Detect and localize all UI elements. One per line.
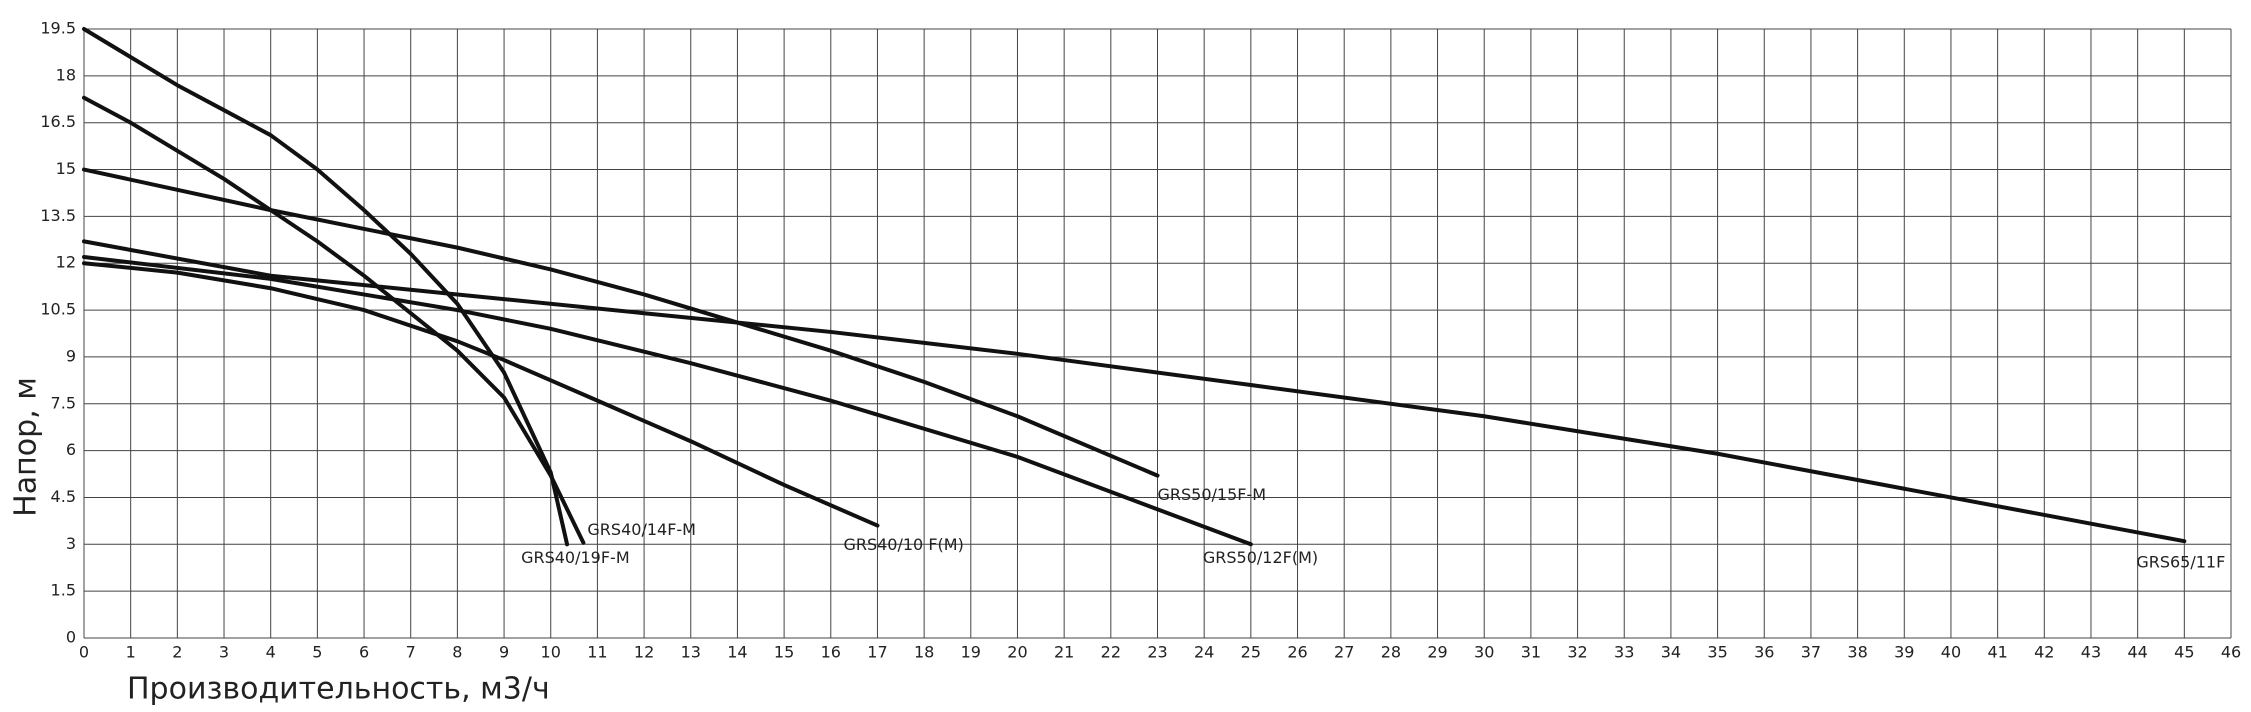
pump-curve [82,27,570,547]
y-tick-label: 3 [66,534,76,553]
x-tick-label: 4 [266,643,276,662]
y-tick-label: 12 [56,253,76,272]
x-tick-label: 22 [1101,643,1121,662]
x-tick-label: 13 [681,643,701,662]
x-tick-label: 1 [126,643,136,662]
x-tick-label: 21 [1054,643,1074,662]
x-tick-label: 9 [499,643,509,662]
x-tick-label: 41 [1987,643,2007,662]
pump-curve [82,167,1160,478]
x-tick-label: 29 [1427,643,1447,662]
x-tick-label: 20 [1007,643,1027,662]
x-tick-label: 43 [2081,643,2101,662]
y-tick-label: 1.5 [51,581,76,600]
y-tick-label: 10.5 [40,300,76,319]
y-tick-label: 0 [66,628,76,647]
curve-label: GRS50/12F(M) [1203,548,1318,567]
x-tick-label: 12 [634,643,654,662]
y-tick-label: 18 [56,65,76,84]
x-tick-label: 32 [1567,643,1587,662]
pump-curve [82,254,1253,547]
x-tick-label: 40 [1941,643,1961,662]
y-tick-label: 15 [56,159,76,178]
x-tick-label: 44 [2127,643,2147,662]
x-tick-label: 10 [541,643,561,662]
pump-curve [82,261,880,528]
y-tick-label: 4.5 [51,487,76,506]
y-tick-label: 19.5 [40,19,76,38]
x-tick-label: 16 [821,643,841,662]
x-tick-label: 23 [1147,643,1167,662]
x-tick-label: 2 [172,643,182,662]
x-tick-label: 14 [727,643,747,662]
x-tick-label: 38 [1847,643,1867,662]
x-tick-label: 11 [587,643,607,662]
y-tick-label: 16.5 [40,112,76,131]
x-tick-label: 31 [1521,643,1541,662]
x-tick-label: 39 [1894,643,1914,662]
x-tick-label: 17 [867,643,887,662]
x-tick-label: 15 [774,643,794,662]
x-tick-label: 36 [1754,643,1774,662]
y-tick-label: 6 [66,440,76,459]
x-tick-label: 27 [1334,643,1354,662]
y-tick-label: 9 [66,346,76,365]
curve-label: GRS50/15F-M [1158,485,1267,504]
x-tick-label: 35 [1707,643,1727,662]
curve-label: GRS40/14F-M [587,520,696,539]
y-tick-label: 7.5 [51,393,76,412]
x-tick-label: 26 [1287,643,1307,662]
x-tick-label: 30 [1474,643,1494,662]
x-tick-label: 0 [79,643,89,662]
x-tick-label: 37 [1801,643,1821,662]
x-tick-label: 34 [1661,643,1681,662]
y-axis-title: Напор, м [9,377,44,517]
x-tick-label: 42 [2034,643,2054,662]
x-tick-label: 5 [312,643,322,662]
pump-curve [82,95,586,545]
y-tick-label: 13.5 [40,206,76,225]
curve-label: GRS40/10 F(M) [843,535,963,554]
x-tick-label: 33 [1614,643,1634,662]
x-tick-label: 25 [1241,643,1261,662]
pump-curve [82,239,2187,544]
x-tick-label: 19 [961,643,981,662]
x-tick-label: 6 [359,643,369,662]
x-tick-label: 18 [914,643,934,662]
x-tick-label: 45 [2174,643,2194,662]
x-tick-label: 7 [406,643,416,662]
curve-label: GRS65/11F [2136,553,2225,572]
curve-label: GRS40/19F-M [521,548,630,567]
x-axis-title: Производительность, м3/ч [127,672,550,707]
x-tick-label: 24 [1194,643,1214,662]
x-tick-label: 3 [219,643,229,662]
x-tick-label: 28 [1381,643,1401,662]
x-tick-label: 8 [452,643,462,662]
x-tick-label: 46 [2221,643,2241,662]
